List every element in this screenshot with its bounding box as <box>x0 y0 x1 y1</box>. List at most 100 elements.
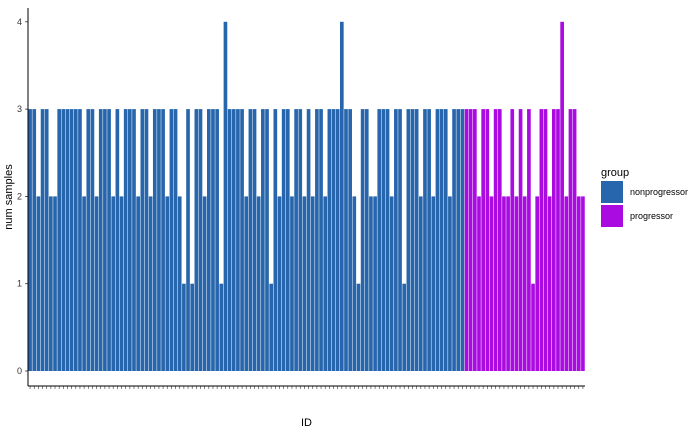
bar-nonprogressor <box>194 109 199 371</box>
bar-nonprogressor <box>119 196 124 371</box>
bar-nonprogressor <box>94 196 99 371</box>
bar-nonprogressor <box>190 283 195 371</box>
bar-nonprogressor <box>377 109 382 371</box>
bar-nonprogressor <box>36 196 41 371</box>
bar-progressor <box>564 196 569 371</box>
bar-progressor <box>576 196 581 371</box>
bar-progressor <box>522 196 527 371</box>
bar-nonprogressor <box>414 109 419 371</box>
y-tick-label: 1 <box>17 279 22 289</box>
bar-nonprogressor <box>285 109 290 371</box>
bar-nonprogressor <box>435 109 440 371</box>
bar-progressor <box>473 109 477 371</box>
bar-nonprogressor <box>165 196 170 371</box>
bar-nonprogressor <box>44 109 49 371</box>
bar-nonprogressor <box>344 109 348 371</box>
bar-nonprogressor <box>215 109 219 371</box>
legend-swatch-progressor <box>601 205 623 227</box>
bar-nonprogressor <box>373 196 377 371</box>
y-tick-label: 2 <box>17 191 22 201</box>
bar-nonprogressor <box>443 109 448 371</box>
bar-nonprogressor <box>448 196 452 371</box>
bar-nonprogressor <box>103 109 107 371</box>
y-tick-label: 3 <box>17 104 22 114</box>
bar-progressor <box>514 196 519 371</box>
bar-nonprogressor <box>40 109 45 371</box>
bar-progressor <box>518 109 523 371</box>
bar-progressor <box>477 196 481 371</box>
legend: group nonprogressor progressor <box>601 167 688 227</box>
bar-nonprogressor <box>32 109 37 371</box>
bar-progressor <box>539 109 544 371</box>
bar-nonprogressor <box>140 109 145 371</box>
bar-nonprogressor <box>360 109 365 371</box>
bar-nonprogressor <box>123 109 128 371</box>
bar-nonprogressor <box>381 109 386 371</box>
bar-progressor <box>572 109 577 371</box>
bar-nonprogressor <box>335 109 340 371</box>
bar-progressor <box>531 283 535 371</box>
bar-nonprogressor <box>219 283 224 371</box>
bar-progressor <box>481 109 485 371</box>
bar-nonprogressor <box>406 109 411 371</box>
bar-progressor <box>502 196 506 371</box>
bar-nonprogressor <box>82 196 86 371</box>
bar-nonprogressor <box>148 196 153 371</box>
bar-nonprogressor <box>364 109 369 371</box>
bar-progressor <box>485 109 490 371</box>
bar-nonprogressor <box>456 109 461 371</box>
bar-progressor <box>468 109 473 371</box>
bars-layer <box>28 21 585 372</box>
bar-nonprogressor <box>177 196 182 371</box>
bar-nonprogressor <box>423 109 427 371</box>
bar-nonprogressor <box>427 109 431 371</box>
bar-nonprogressor <box>398 109 402 371</box>
bar-nonprogressor <box>107 109 111 371</box>
bar-nonprogressor <box>261 109 265 371</box>
y-tick-label: 4 <box>17 17 22 27</box>
bar-nonprogressor <box>460 109 465 371</box>
bar-nonprogressor <box>227 109 232 371</box>
bar-nonprogressor <box>73 109 78 371</box>
bar-nonprogressor <box>327 109 332 371</box>
x-axis-title: ID <box>301 417 312 429</box>
bar-progressor <box>556 109 560 371</box>
bar-progressor <box>552 109 556 371</box>
bar-progressor <box>568 109 573 371</box>
bar-nonprogressor <box>402 283 407 371</box>
legend-label-nonprogressor: nonprogressor <box>630 187 688 197</box>
bar-nonprogressor <box>410 109 415 371</box>
bar-nonprogressor <box>69 109 74 371</box>
bar-nonprogressor <box>256 196 261 371</box>
legend-title: group <box>601 167 629 179</box>
bar-nonprogressor <box>294 109 298 371</box>
bar-nonprogressor <box>211 109 215 371</box>
bar-nonprogressor <box>115 109 120 371</box>
bar-nonprogressor <box>290 196 294 371</box>
bar-nonprogressor <box>394 109 398 371</box>
bar-nonprogressor <box>265 109 269 371</box>
bar-nonprogressor <box>136 196 140 371</box>
bar-nonprogressor <box>244 196 249 371</box>
bar-nonprogressor <box>431 196 436 371</box>
bar-nonprogressor <box>173 109 178 371</box>
bar-nonprogressor <box>53 196 57 371</box>
bar-nonprogressor <box>281 109 286 371</box>
bar-nonprogressor <box>65 109 70 371</box>
bar-nonprogressor <box>157 109 161 371</box>
bar-nonprogressor <box>319 109 323 371</box>
bar-progressor <box>506 196 510 371</box>
bar-nonprogressor <box>198 109 203 371</box>
bar-nonprogressor <box>169 109 174 371</box>
y-tick-label: 0 <box>17 366 22 376</box>
bar-nonprogressor <box>231 109 236 371</box>
bar-progressor <box>547 196 552 371</box>
legend-label-progressor: progressor <box>630 211 673 221</box>
bar-progressor <box>560 21 564 372</box>
bar-nonprogressor <box>369 196 373 371</box>
bar-progressor <box>489 196 494 371</box>
bar-nonprogressor <box>273 109 278 371</box>
bar-progressor <box>497 109 502 371</box>
